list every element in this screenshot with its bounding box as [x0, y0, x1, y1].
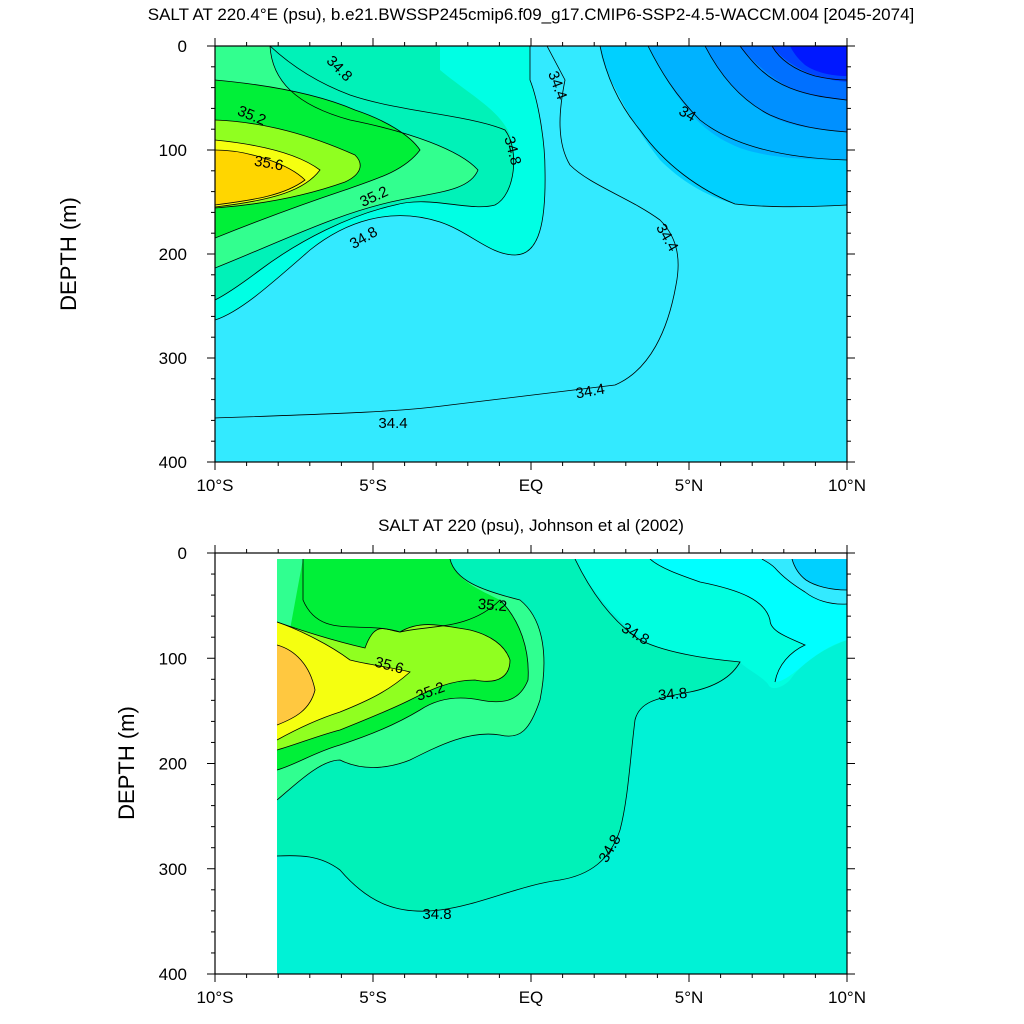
top-cline-33.4 [739, 46, 847, 101]
bottom-y-tick-label: 100 [159, 649, 187, 668]
top-cline-35.0 [215, 46, 479, 269]
top-panel: SALT AT 220.4°E (psu), b.e21.BWSSP245cmi… [56, 5, 914, 495]
top-y-tick-label: 100 [159, 141, 187, 160]
top-cline-33.8 [647, 46, 847, 161]
top-clabel: 34.8 [500, 135, 524, 168]
bottom-fill-35.6 [277, 622, 410, 740]
bottom-fill-33.8 [792, 559, 847, 590]
top-clabel: 35.6 [253, 153, 285, 175]
top-cline-35.4 [215, 119, 361, 209]
bottom-x-tick-label: EQ [519, 988, 544, 1007]
bottom-panel: SALT AT 220 (psu), Johnson et al (2002) [114, 516, 866, 1007]
top-contour-lines [215, 46, 847, 419]
top-clabel: 34.4 [378, 415, 407, 432]
bottom-cline-35.0 [277, 559, 545, 801]
bottom-clabel: 35.2 [477, 596, 508, 615]
bottom-axis-ticks: 10°S 5°S EQ 5°N 10°N 0 100 200 300 400 [159, 544, 866, 1007]
top-clabel: 34 [676, 103, 699, 126]
bottom-y-tick-label: 400 [159, 965, 187, 984]
bottom-cline-34.0 [791, 559, 847, 591]
bottom-contour-lines [277, 559, 847, 912]
bottom-y-axis-label: DEPTH (m) [114, 706, 139, 820]
top-contour-fill [215, 46, 847, 462]
top-x-tick-label: 10°S [196, 476, 233, 495]
top-x-tick-label: 10°N [828, 476, 866, 495]
top-title: SALT AT 220.4°E (psu), b.e21.BWSSP245cmi… [148, 5, 915, 24]
top-cline-34.0 [599, 46, 847, 208]
top-clabel: 34.4 [574, 381, 606, 403]
bottom-x-tick-label: 10°S [196, 988, 233, 1007]
top-cline-34.4-low [215, 46, 679, 419]
bottom-cline-34.8 [277, 559, 741, 912]
top-y-tick-label: 200 [159, 245, 187, 264]
top-y-tick-label: 0 [178, 37, 187, 56]
top-cline-33.2 [771, 46, 847, 81]
bottom-cline-34.4 [649, 559, 806, 683]
bottom-fill-34.2 [650, 559, 847, 682]
bottom-y-tick-label: 200 [159, 755, 187, 774]
top-fill-33.0 [790, 46, 847, 76]
bottom-x-tick-label: 5°S [359, 988, 387, 1007]
bottom-x-tick-label: 5°N [675, 988, 704, 1007]
top-y-tick-label: 400 [159, 453, 187, 472]
top-x-tick-label: 5°N [675, 476, 704, 495]
top-fill-35.8 [215, 150, 305, 205]
top-cline-35.6 [215, 139, 321, 208]
top-x-tick-label: 5°S [359, 476, 387, 495]
top-y-axis-label: DEPTH (m) [56, 197, 81, 311]
bottom-cline-35.6 [277, 621, 411, 741]
top-cline-35.8 [215, 149, 306, 206]
bottom-y-tick-label: 0 [178, 544, 187, 563]
bottom-cline-35.4 [277, 621, 511, 751]
top-cline-34.8 [215, 46, 515, 301]
bottom-contour-fill [277, 559, 847, 974]
bottom-x-tick-label: 10°N [828, 988, 866, 1007]
bottom-clabel: 34.8 [422, 906, 451, 923]
top-cline-33.6 [704, 46, 847, 133]
bottom-cline-35.8 [277, 644, 316, 726]
bottom-clabel: 34.8 [657, 685, 688, 704]
top-axis-ticks: 10°S 5°S EQ 5°N 10°N 0 100 200 300 400 [159, 37, 866, 495]
bottom-clabel: 35.6 [373, 654, 406, 678]
bottom-fill-34.4-islet [790, 627, 830, 634]
bottom-fill-35.8 [277, 645, 315, 725]
bottom-cline-34.2 [761, 559, 847, 605]
top-cline-34.6 [215, 46, 546, 321]
bottom-title: SALT AT 220 (psu), Johnson et al (2002) [378, 516, 684, 535]
top-x-tick-label: EQ [519, 476, 544, 495]
bottom-y-tick-label: 300 [159, 860, 187, 879]
top-y-tick-label: 300 [159, 349, 187, 368]
top-cline-35.2 [215, 79, 421, 239]
